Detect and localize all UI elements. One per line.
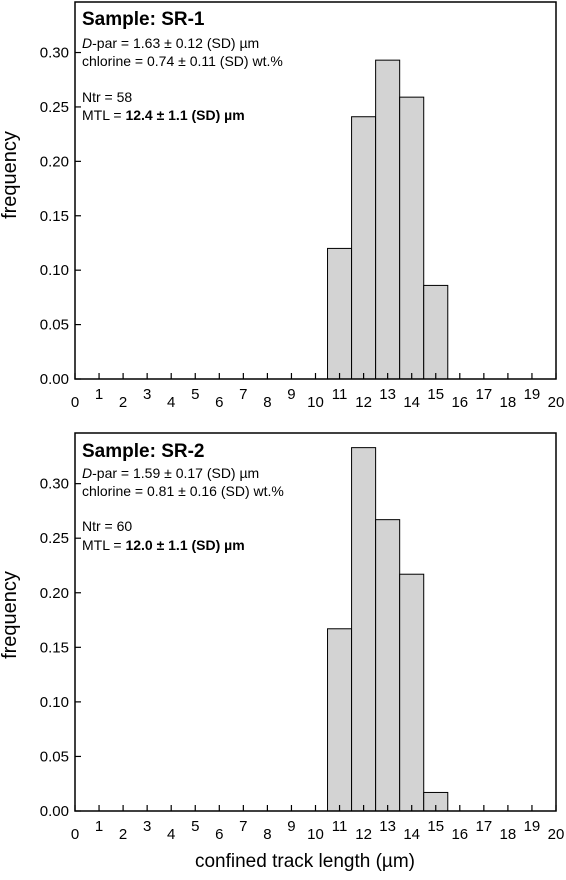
x-tick-label: 13 — [379, 818, 396, 835]
y-tick-label: 0.20 — [40, 153, 69, 170]
x-tick-label: 2 — [119, 394, 127, 411]
x-tick-label: 8 — [263, 826, 271, 843]
histogram-bar — [351, 447, 377, 812]
x-tick-label: 12 — [355, 394, 372, 411]
x-tick-label: 0 — [71, 394, 79, 411]
mtl-value: 12.0 ± 1.1 (SD) µm — [125, 537, 244, 553]
mtl-annotation: MTL = 12.4 ± 1.1 (SD) µm — [82, 107, 245, 123]
y-tick-label: 0.15 — [40, 639, 69, 656]
sample-title: Sample: SR-1 — [82, 9, 205, 30]
dpar-value: -par = 1.59 ± 0.17 (SD) µm — [92, 465, 259, 481]
x-tick-label: 16 — [451, 826, 468, 843]
ntr-annotation: Ntr = 60 — [82, 518, 132, 534]
chlorine-annotation: chlorine = 0.81 ± 0.16 (SD) wt.% — [82, 483, 284, 499]
x-tick-label: 9 — [287, 818, 295, 835]
y-tick-label: 0.30 — [40, 45, 69, 62]
y-tick-label: 0.20 — [40, 585, 69, 602]
x-tick-label: 4 — [167, 826, 175, 843]
x-tick-label: 13 — [379, 386, 396, 403]
ntr-annotation: Ntr = 58 — [82, 89, 132, 105]
dpar-annotation: D-par = 1.59 ± 0.17 (SD) µm — [82, 465, 259, 481]
histogram-bar — [399, 96, 425, 380]
x-tick-label: 11 — [332, 818, 348, 835]
histogram-bar — [375, 519, 401, 812]
x-tick-label: 3 — [143, 386, 151, 403]
y-tick-label: 0.05 — [40, 317, 69, 334]
x-tick-label: 7 — [239, 386, 247, 403]
mtl-prefix: MTL = — [82, 537, 125, 553]
x-tick-label: 5 — [191, 818, 199, 835]
x-tick-label: 14 — [403, 826, 420, 843]
dpar-value: -par = 1.63 ± 0.12 (SD) µm — [92, 35, 259, 51]
y-tick-label: 0.10 — [40, 694, 69, 711]
x-tick-label: 14 — [403, 394, 420, 411]
x-tick-label: 20 — [548, 394, 565, 411]
y-tick-label: 0.00 — [40, 803, 69, 820]
panel-sr-2: frequency 0.00 0.05 0.10 0.15 0.20 0.25 0.30 0… — [0, 432, 565, 843]
x-tick-label: 7 — [239, 818, 247, 835]
y-tick-label: 0.25 — [40, 530, 69, 547]
mtl-prefix: MTL = — [82, 107, 125, 123]
x-tick-label: 0 — [71, 826, 79, 843]
y-axis-label: frequency — [0, 571, 21, 659]
x-tick-label: 4 — [167, 394, 175, 411]
x-tick-label: 3 — [143, 818, 151, 835]
x-tick-label: 10 — [307, 826, 324, 843]
histogram-bar — [375, 59, 401, 380]
x-tick-label: 17 — [476, 386, 493, 403]
histogram-bar — [351, 116, 377, 380]
histogram-bar — [423, 284, 449, 380]
panel-sr-1: frequency 0.00 0.05 0.10 0.15 0.20 0.25 0.30 0… — [0, 1, 565, 411]
mtl-value: 12.4 ± 1.1 (SD) µm — [125, 107, 244, 123]
x-tick-label: 6 — [215, 826, 223, 843]
y-tick-label: 0.05 — [40, 748, 69, 765]
histogram-bar — [399, 573, 425, 812]
x-tick-label: 5 — [191, 386, 199, 403]
histogram-bar — [327, 628, 353, 812]
dpar-annotation: D-par = 1.63 ± 0.12 (SD) µm — [82, 35, 259, 51]
x-tick-label: 8 — [263, 394, 271, 411]
mtl-annotation: MTL = 12.0 ± 1.1 (SD) µm — [82, 537, 245, 553]
x-tick-label: 20 — [548, 826, 565, 843]
x-tick-label: 16 — [451, 394, 468, 411]
y-tick-label: 0.15 — [40, 208, 69, 225]
y-tick-label: 0.25 — [40, 99, 69, 116]
y-axis-label: frequency — [0, 131, 21, 219]
x-axis-label: confined track length (µm) — [195, 851, 415, 872]
x-tick-label: 15 — [427, 818, 444, 835]
chlorine-annotation: chlorine = 0.74 ± 0.11 (SD) wt.% — [82, 53, 283, 69]
x-tick-label: 1 — [95, 386, 103, 403]
y-tick-label: 0.00 — [40, 371, 69, 388]
histogram-bar — [327, 247, 353, 380]
x-tick-label: 6 — [215, 394, 223, 411]
x-tick-label: 11 — [332, 386, 348, 403]
x-tick-label: 12 — [355, 826, 372, 843]
sample-title: Sample: SR-2 — [82, 441, 204, 462]
x-tick-label: 19 — [524, 386, 541, 403]
dpar-symbol: D — [82, 35, 92, 51]
y-tick-label: 0.10 — [40, 262, 69, 279]
dpar-symbol: D — [82, 465, 92, 481]
x-tick-label: 9 — [287, 386, 295, 403]
y-tick-label: 0.30 — [40, 476, 69, 493]
x-tick-label: 17 — [476, 818, 493, 835]
x-tick-label: 18 — [500, 826, 517, 843]
x-tick-label: 1 — [95, 818, 103, 835]
x-tick-label: 15 — [427, 386, 444, 403]
x-tick-label: 18 — [500, 394, 517, 411]
x-tick-label: 2 — [119, 826, 127, 843]
x-tick-label: 19 — [524, 818, 541, 835]
x-tick-label: 10 — [307, 394, 324, 411]
